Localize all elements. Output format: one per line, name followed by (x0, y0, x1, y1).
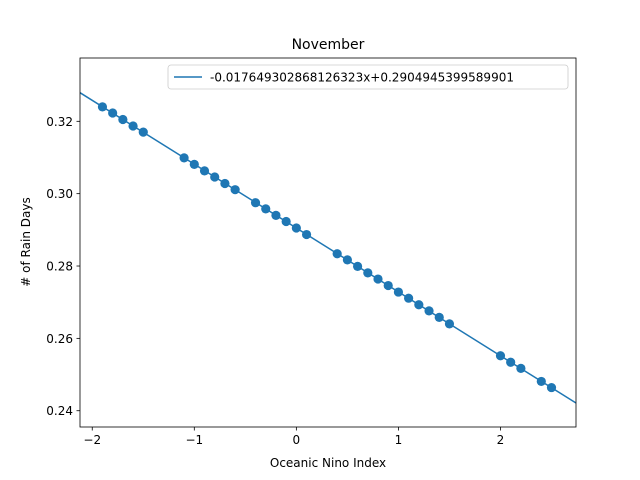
data-point (128, 121, 138, 131)
y-tick-label: 0.26 (46, 332, 73, 346)
data-point (301, 229, 312, 240)
data-point (261, 204, 271, 214)
x-tick-label: −1 (185, 433, 203, 447)
data-point (189, 159, 199, 169)
data-point (230, 185, 240, 195)
chart-title: November (292, 37, 365, 53)
y-tick-label: 0.28 (46, 260, 73, 274)
data-point (291, 223, 301, 233)
data-point (536, 376, 546, 387)
legend-label: -0.017649302868126323x+0.290494539958990… (210, 71, 514, 85)
data-point (506, 357, 516, 367)
data-point (444, 319, 455, 329)
data-point (383, 280, 393, 291)
x-tick-label: −2 (83, 433, 101, 447)
data-point (404, 293, 414, 303)
y-tick-label: 0.32 (46, 115, 73, 129)
x-axis-label: Oceanic Nino Index (270, 456, 386, 470)
y-axis-label: # of Rain Days (19, 197, 33, 286)
data-point (516, 363, 526, 373)
data-point (414, 300, 424, 310)
data-point (546, 382, 557, 393)
data-point (210, 172, 220, 182)
x-tick-label: 1 (395, 433, 403, 447)
axes: −2 −1 0 1 2 0.24 0.26 0.28 0.30 0.32 (46, 57, 577, 447)
data-point (271, 210, 281, 220)
x-tick-label: 0 (293, 433, 301, 447)
data-point (220, 178, 230, 189)
data-point (424, 306, 434, 316)
fit-line (80, 92, 576, 404)
data-point (434, 312, 444, 322)
data-point (138, 127, 148, 137)
data-point (281, 216, 291, 227)
data-point (373, 274, 383, 284)
data-point (250, 198, 261, 208)
data-point (363, 268, 373, 278)
data-point (342, 255, 352, 265)
y-tick-label: 0.30 (46, 187, 73, 201)
data-point (393, 287, 404, 297)
data-point (332, 249, 342, 259)
axes-frame (79, 57, 577, 428)
data-point (352, 261, 363, 271)
x-tick-label: 2 (497, 433, 505, 447)
legend-box (167, 64, 569, 90)
data-point (108, 108, 118, 118)
plot-area (80, 92, 576, 404)
data-point (495, 351, 506, 361)
y-tick-label: 0.24 (46, 404, 73, 418)
data-point (199, 166, 210, 176)
legend: -0.017649302868126323x+0.290494539958990… (167, 64, 569, 90)
data-point (179, 153, 189, 163)
data-point (118, 114, 128, 125)
data-point (97, 102, 108, 112)
